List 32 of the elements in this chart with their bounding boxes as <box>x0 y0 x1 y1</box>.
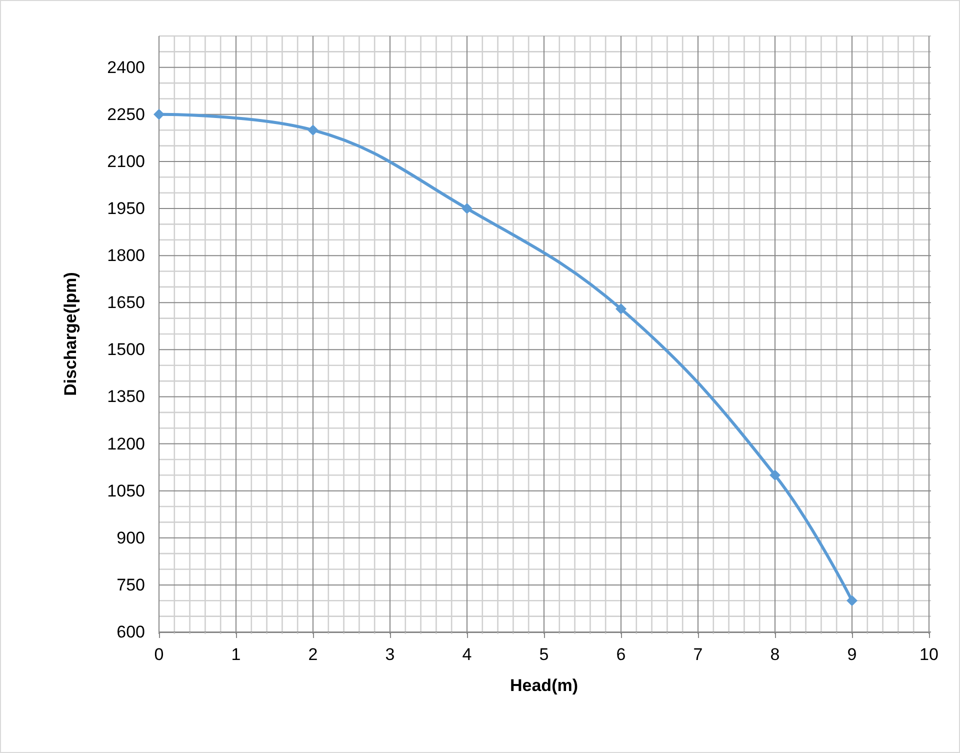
y-tick-label: 900 <box>116 528 145 548</box>
x-tick-label: 8 <box>770 645 780 664</box>
y-tick-label: 2250 <box>107 104 145 124</box>
x-tick-label: 5 <box>539 645 549 664</box>
x-tick-label: 1 <box>231 645 241 664</box>
point <box>308 124 318 136</box>
x-tick-label: 10 <box>920 645 938 664</box>
y-tick-label: 1950 <box>107 199 145 218</box>
y-tick-label: 1350 <box>107 387 145 406</box>
y-tick-label: 1200 <box>107 434 145 454</box>
y-tick-label: 2100 <box>107 152 145 171</box>
y-axis-title: Discharge(lpm) <box>61 272 80 396</box>
point <box>770 470 780 481</box>
y-tick-label: 750 <box>116 575 145 594</box>
y-tick-label: 2400 <box>107 58 145 77</box>
x-tick-label: 2 <box>308 645 318 664</box>
x-tick-label: 3 <box>385 645 395 664</box>
point <box>462 203 472 214</box>
x-tick-label: 6 <box>616 645 626 664</box>
x-tick-label: 0 <box>154 645 164 664</box>
y-tick-label: 1650 <box>107 293 145 312</box>
y-tick-label: 1500 <box>107 340 145 360</box>
x-tick-label: 9 <box>847 645 857 664</box>
point <box>616 303 626 314</box>
y-tick-label: 1800 <box>107 246 145 266</box>
y-tick-label: 1050 <box>107 481 145 500</box>
x-axis-title: Head(m) <box>510 676 578 695</box>
y-tick-label: 600 <box>116 622 145 642</box>
x-tick-label: 4 <box>462 645 472 664</box>
point <box>154 108 164 120</box>
x-tick-label: 7 <box>693 645 703 664</box>
point <box>846 595 858 606</box>
